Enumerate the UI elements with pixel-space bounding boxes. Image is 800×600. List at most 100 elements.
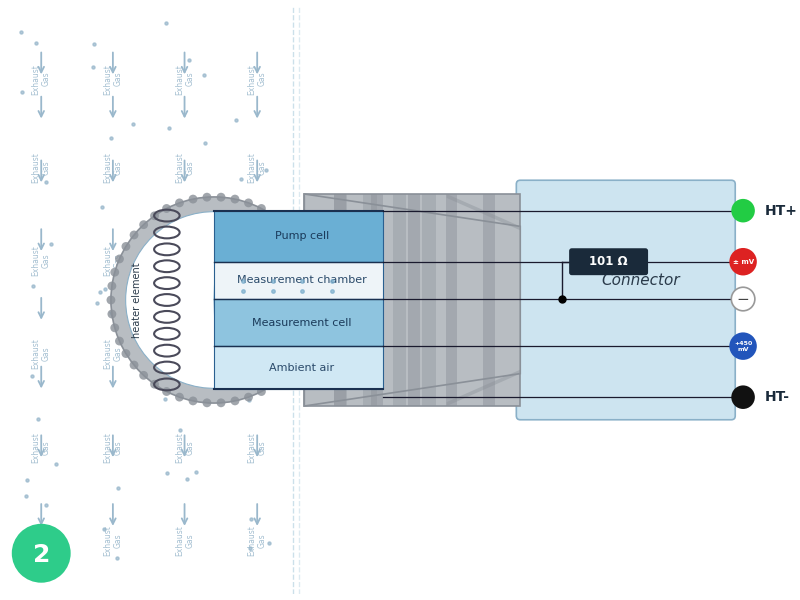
Circle shape [122, 242, 130, 251]
Text: Measurement cell: Measurement cell [252, 317, 351, 328]
Circle shape [122, 349, 130, 358]
Circle shape [730, 248, 757, 275]
Text: Exhaust
Gas: Exhaust Gas [175, 152, 194, 183]
Text: Exhaust
Gas: Exhaust Gas [247, 152, 267, 183]
Bar [422, 194, 436, 406]
Circle shape [139, 220, 148, 229]
Bar [334, 194, 347, 406]
Text: ± mV: ± mV [733, 259, 754, 265]
Text: Exhaust
Gas: Exhaust Gas [31, 525, 51, 556]
Text: Exhaust
Gas: Exhaust Gas [31, 432, 51, 463]
Text: Exhaust
Gas: Exhaust Gas [175, 245, 194, 276]
Circle shape [309, 268, 318, 277]
Text: Measurement chamber: Measurement chamber [237, 275, 366, 286]
Bar [446, 194, 458, 406]
Circle shape [139, 371, 148, 380]
Text: −: − [737, 292, 750, 307]
Circle shape [731, 385, 755, 409]
Circle shape [150, 380, 159, 389]
Polygon shape [446, 370, 520, 406]
Circle shape [230, 397, 239, 406]
Text: Exhaust
Gas: Exhaust Gas [175, 525, 194, 556]
Text: Pump cell: Pump cell [274, 231, 329, 241]
Circle shape [313, 296, 322, 304]
Text: Exhaust
Gas: Exhaust Gas [175, 432, 194, 463]
Text: 2: 2 [33, 543, 50, 567]
Circle shape [150, 211, 159, 220]
Circle shape [217, 398, 226, 407]
Circle shape [202, 193, 211, 202]
Text: Connector: Connector [601, 273, 680, 288]
Text: Exhaust
Gas: Exhaust Gas [247, 525, 267, 556]
Circle shape [230, 194, 239, 203]
Circle shape [130, 230, 138, 239]
Text: Exhaust
Gas: Exhaust Gas [31, 64, 51, 95]
Circle shape [269, 380, 278, 389]
Bar [214, 346, 383, 389]
Bar [214, 211, 383, 262]
Text: Exhaust
Gas: Exhaust Gas [175, 338, 194, 370]
Circle shape [280, 371, 289, 380]
Circle shape [304, 254, 313, 263]
Wedge shape [126, 212, 217, 388]
Text: Exhaust
Gas: Exhaust Gas [103, 64, 122, 95]
Circle shape [130, 361, 138, 370]
Text: Exhaust
Gas: Exhaust Gas [103, 338, 122, 370]
Circle shape [115, 254, 124, 263]
Text: Ambient air: Ambient air [270, 363, 334, 373]
Text: Exhaust
Gas: Exhaust Gas [31, 245, 51, 276]
Circle shape [162, 387, 171, 396]
Bar [483, 194, 494, 406]
Circle shape [731, 199, 755, 223]
Circle shape [304, 337, 313, 346]
Bar [393, 194, 406, 406]
Circle shape [730, 332, 757, 360]
Circle shape [115, 337, 124, 346]
Circle shape [298, 349, 306, 358]
Polygon shape [304, 194, 520, 406]
Circle shape [269, 211, 278, 220]
Circle shape [244, 393, 253, 401]
FancyBboxPatch shape [516, 180, 735, 420]
Text: HT-: HT- [765, 390, 790, 404]
Bar [214, 299, 383, 346]
Text: Exhaust
Gas: Exhaust Gas [247, 64, 267, 95]
Bar [371, 194, 383, 406]
Circle shape [111, 197, 317, 403]
Polygon shape [446, 194, 520, 230]
Circle shape [189, 194, 198, 203]
Text: Exhaust
Gas: Exhaust Gas [103, 245, 122, 276]
Circle shape [257, 204, 266, 213]
Text: +450
mV: +450 mV [734, 341, 752, 352]
Circle shape [298, 242, 306, 251]
Text: heater element: heater element [133, 262, 142, 338]
Circle shape [312, 310, 321, 319]
Bar [304, 194, 520, 406]
Bar [334, 194, 346, 406]
Circle shape [257, 387, 266, 396]
Circle shape [189, 397, 198, 406]
Circle shape [107, 310, 116, 319]
Circle shape [312, 281, 321, 290]
Circle shape [12, 524, 70, 583]
Circle shape [107, 281, 116, 290]
Text: Exhaust
Gas: Exhaust Gas [247, 432, 267, 463]
Text: Exhaust
Gas: Exhaust Gas [31, 152, 51, 183]
FancyBboxPatch shape [570, 249, 647, 274]
Bar [214, 262, 383, 299]
Text: Exhaust
Gas: Exhaust Gas [175, 64, 194, 95]
Circle shape [110, 323, 119, 332]
Text: Exhaust
Gas: Exhaust Gas [31, 338, 51, 370]
Circle shape [202, 398, 211, 407]
Circle shape [290, 361, 298, 370]
Circle shape [217, 193, 226, 202]
Circle shape [290, 230, 298, 239]
Text: Exhaust
Gas: Exhaust Gas [247, 338, 267, 370]
Text: HT+: HT+ [765, 203, 798, 218]
Text: Exhaust
Gas: Exhaust Gas [103, 152, 122, 183]
Circle shape [309, 323, 318, 332]
Text: Exhaust
Gas: Exhaust Gas [103, 432, 122, 463]
Circle shape [162, 204, 171, 213]
Circle shape [280, 220, 289, 229]
Circle shape [175, 199, 184, 207]
